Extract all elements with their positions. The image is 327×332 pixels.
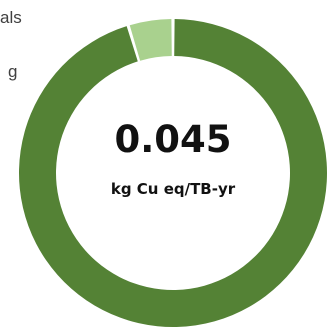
center-unit: kg Cu eq/TB-yr	[111, 180, 236, 198]
donut-slice-2	[129, 19, 172, 61]
donut-slices	[18, 19, 327, 327]
legend-label-2: g	[8, 62, 17, 81]
center-value: 0.045	[114, 118, 231, 161]
legend-label-1: als	[0, 8, 22, 27]
donut-slice-1	[18, 19, 327, 327]
